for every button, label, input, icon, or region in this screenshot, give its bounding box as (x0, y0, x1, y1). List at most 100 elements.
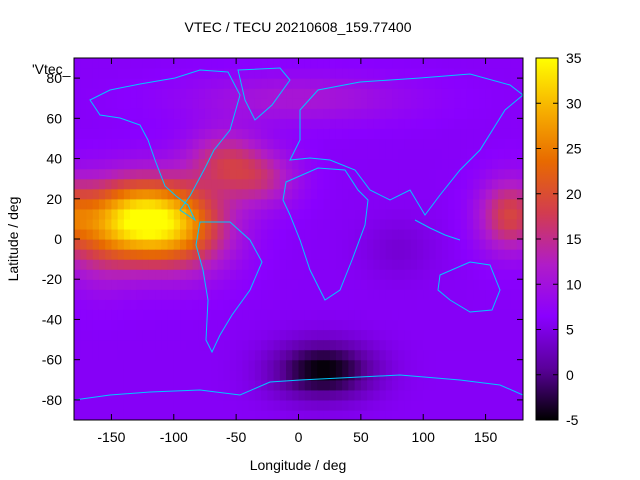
heatmap-cell (105, 198, 113, 210)
heatmap-cell (155, 299, 162, 310)
heatmap-cell (298, 319, 306, 331)
heatmap-cell (317, 218, 325, 230)
heatmap-cell (123, 98, 131, 109)
heatmap-cell (516, 389, 523, 401)
heatmap-cell (429, 228, 437, 240)
heatmap-cell (167, 58, 175, 69)
heatmap-cell (404, 58, 412, 69)
heatmap-cell (111, 409, 119, 420)
heatmap-cell (254, 299, 262, 310)
heatmap-cell (423, 58, 431, 69)
heatmap-cell (180, 329, 187, 341)
heatmap-cell (298, 118, 306, 129)
heatmap-cell (379, 118, 387, 129)
heatmap-cell (298, 299, 306, 310)
heatmap-cell (123, 78, 131, 89)
heatmap-cell (148, 339, 156, 351)
heatmap-cell (217, 68, 225, 79)
heatmap-cell (373, 239, 381, 250)
heatmap-cell (223, 158, 231, 170)
heatmap-cell (479, 339, 487, 351)
heatmap-cell (286, 98, 293, 109)
heatmap-cell (242, 369, 250, 381)
heatmap-cell (360, 279, 368, 290)
heatmap-cell (130, 128, 137, 140)
heatmap-cell (155, 138, 162, 150)
heatmap-cell (354, 359, 362, 371)
heatmap-cell (516, 128, 523, 140)
heatmap-cell (473, 289, 480, 300)
heatmap-cell (335, 409, 343, 420)
heatmap-cell (192, 259, 200, 270)
heatmap-cell (223, 279, 231, 290)
heatmap-cell (74, 178, 81, 190)
heatmap-cell (516, 148, 523, 160)
heatmap-cell (435, 208, 443, 220)
heatmap-cell (105, 58, 113, 69)
heatmap-cell (385, 329, 393, 341)
heatmap-cell (130, 78, 137, 89)
heatmap-cell (80, 138, 88, 150)
heatmap-cell (248, 319, 256, 331)
heatmap-cell (516, 359, 523, 371)
heatmap-cell (298, 249, 306, 260)
heatmap-cell (454, 148, 462, 160)
heatmap-cell (242, 259, 250, 270)
heatmap-cell (92, 329, 100, 341)
heatmap-cell (398, 309, 406, 321)
heatmap-cell (236, 158, 243, 170)
heatmap-cell (98, 128, 106, 140)
heatmap-cell (342, 389, 349, 401)
heatmap-cell (429, 279, 437, 290)
heatmap-cell (448, 409, 456, 420)
heatmap-cell (454, 409, 462, 420)
heatmap-cell (161, 319, 169, 331)
heatmap-cell (410, 369, 418, 381)
heatmap-cell (248, 369, 256, 381)
heatmap-cell (217, 58, 225, 69)
heatmap-cell (279, 359, 287, 371)
heatmap-cell (98, 339, 106, 351)
heatmap-cell (423, 88, 431, 99)
heatmap-cell (441, 399, 449, 411)
heatmap-cell (98, 259, 106, 270)
heatmap-cell (498, 349, 505, 361)
heatmap-cell (261, 389, 268, 401)
heatmap-cell (180, 108, 187, 119)
heatmap-cell (392, 168, 399, 180)
heatmap-cell (186, 218, 194, 230)
heatmap-cell (504, 259, 512, 270)
heatmap-cell (204, 208, 212, 220)
heatmap-cell (317, 168, 325, 180)
heatmap-cell (329, 128, 337, 140)
heatmap-cell (441, 369, 449, 381)
heatmap-cell (186, 208, 194, 220)
heatmap-cell (329, 369, 337, 381)
heatmap-cell (242, 208, 250, 220)
heatmap-cell (186, 279, 194, 290)
heatmap-cell (74, 379, 81, 391)
heatmap-cell (491, 218, 499, 230)
heatmap-cell (186, 389, 194, 401)
heatmap-cell (416, 359, 424, 371)
heatmap-cell (398, 208, 406, 220)
heatmap-cell (360, 228, 368, 240)
heatmap-cell (236, 228, 243, 240)
heatmap-cell (204, 78, 212, 89)
heatmap-cell (123, 108, 131, 119)
heatmap-cell (98, 158, 106, 170)
heatmap-cell (267, 98, 275, 109)
heatmap-cell (279, 58, 287, 69)
heatmap-cell (323, 359, 331, 371)
heatmap-cell (385, 78, 393, 89)
heatmap-cell (385, 259, 393, 270)
heatmap-cell (498, 289, 505, 300)
heatmap-cell (242, 299, 250, 310)
heatmap-cell (423, 168, 431, 180)
coastline-eurasia (289, 73, 523, 216)
heatmap-cell (236, 168, 243, 180)
heatmap-cell (167, 128, 175, 140)
heatmap-cell (466, 319, 474, 331)
heatmap-cell (148, 168, 156, 180)
heatmap-cell (248, 399, 256, 411)
